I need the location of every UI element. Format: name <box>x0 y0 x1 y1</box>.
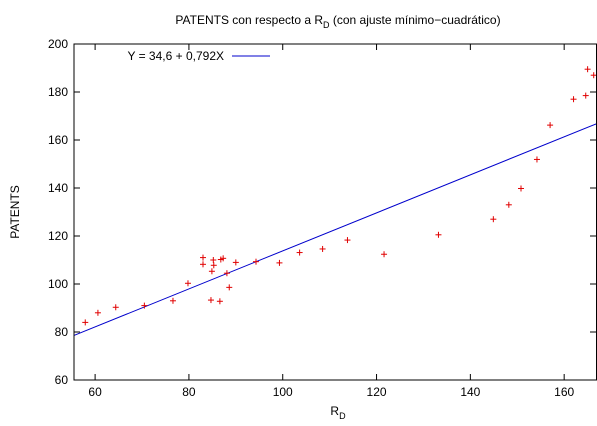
y-axis-label: PATENTS <box>8 185 22 239</box>
data-point <box>94 309 101 316</box>
data-point <box>220 255 227 262</box>
data-point <box>226 284 233 291</box>
data-point <box>208 268 215 275</box>
fit-line <box>73 123 597 336</box>
y-tick-label: 120 <box>48 229 68 243</box>
legend-label: Y = 34,6 + 0,792X <box>127 49 224 63</box>
y-tick-label: 200 <box>48 37 68 51</box>
x-tick-label: 100 <box>273 385 293 399</box>
data-point <box>207 297 214 304</box>
data-point <box>319 245 326 252</box>
chart-title-main: PATENTS con respecto a R <box>175 13 323 27</box>
y-tick-label: 180 <box>48 85 68 99</box>
data-point <box>216 298 223 305</box>
x-tick-label: 120 <box>367 385 387 399</box>
chart-title: PATENTS con respecto a RD (con ajuste mí… <box>175 13 500 30</box>
data-point <box>490 216 497 223</box>
x-axis-label-main: R <box>330 404 339 418</box>
data-point <box>252 258 259 265</box>
data-point <box>199 261 206 268</box>
data-point <box>232 259 239 266</box>
chart-title-subscript: D <box>323 20 330 30</box>
y-tick-label: 160 <box>48 133 68 147</box>
data-point <box>199 254 206 261</box>
x-axis-label: RD <box>330 404 346 421</box>
data-point <box>141 302 148 309</box>
x-axis-label-subscript: D <box>339 411 346 421</box>
data-point <box>210 257 217 263</box>
axis-ticks: 60 80 100 120 140 160 60 80 100 120 140 160 180 200 <box>48 37 596 399</box>
x-tick-label: 60 <box>88 385 102 399</box>
x-tick-label: 160 <box>554 385 574 399</box>
data-point <box>82 319 89 326</box>
data-point <box>381 251 388 258</box>
y-tick-label: 140 <box>48 181 68 195</box>
data-points <box>82 66 597 326</box>
x-tick-label: 140 <box>460 385 480 399</box>
plot-frame <box>73 43 597 381</box>
x-tick-label: 80 <box>182 385 196 399</box>
data-point <box>223 270 230 277</box>
y-tick-label: 100 <box>48 277 68 291</box>
data-point <box>547 122 554 129</box>
data-point <box>582 92 589 99</box>
data-point <box>590 72 597 79</box>
data-point <box>533 156 540 163</box>
data-point <box>505 201 512 208</box>
data-point <box>112 304 119 311</box>
data-point <box>344 237 351 244</box>
data-point <box>169 297 176 304</box>
y-tick-label: 60 <box>55 373 69 387</box>
y-tick-label: 80 <box>55 325 69 339</box>
data-point <box>570 96 577 103</box>
data-point <box>518 185 525 192</box>
chart-title-rest: (con ajuste mínimo−cuadrático) <box>330 13 501 27</box>
data-point <box>584 66 591 73</box>
fit-line-group <box>73 123 597 336</box>
data-point <box>276 259 283 266</box>
data-point <box>210 262 217 269</box>
data-point <box>296 249 303 256</box>
data-point <box>184 280 191 287</box>
legend: Y = 34,6 + 0,792X <box>127 49 270 63</box>
data-point <box>435 231 442 238</box>
